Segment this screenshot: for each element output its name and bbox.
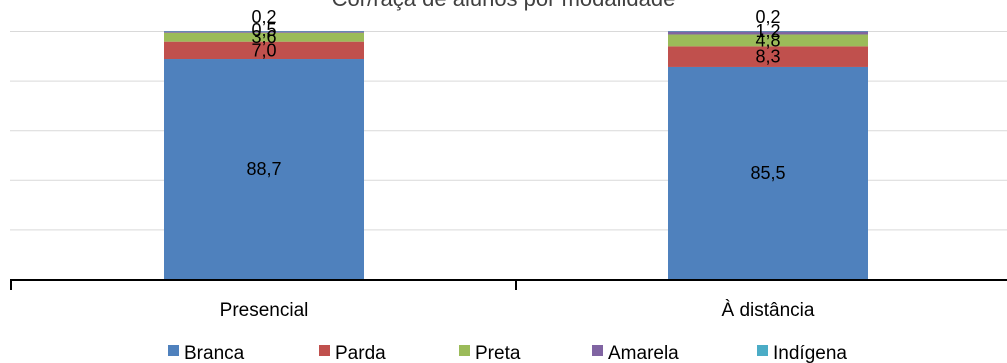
data-label-branca-presencial: 88,7 [246, 159, 281, 179]
legend-item-preta: Preta [459, 343, 521, 363]
x-tick-label-presencial: Presencial [220, 300, 309, 321]
data-label-parda-presencial: 7,0 [251, 40, 276, 60]
data-label-preta-a-distancia: 4,8 [755, 30, 780, 50]
legend-swatch-parda [319, 345, 330, 356]
x-axis: Presencial À distância [10, 279, 1007, 321]
bar-segment-preta-a-distancia [668, 34, 868, 47]
legend-label-parda: Parda [335, 343, 386, 363]
x-tick-label-a-distancia: À distância [722, 300, 815, 321]
legend-swatch-amarela [592, 345, 603, 356]
bar-segment-branca-a-distancia [668, 66, 868, 280]
bar-segments [164, 31, 868, 280]
legend-item-branca: Branca [168, 343, 245, 363]
data-label-preta-presencial: 3,6 [251, 27, 276, 47]
legend-item-amarela: Amarela [592, 343, 679, 363]
legend-label-preta: Preta [475, 343, 521, 363]
legend: Branca Parda Preta Amarela Indígena [168, 343, 847, 363]
bar-segment-indigena-presencial [164, 31, 364, 32]
bar-segment-indigena-a-distancia [668, 31, 868, 32]
bar-segment-amarela-presencial [164, 31, 364, 33]
chart-title: Cor/raça de alunos por modalidade [0, 0, 1007, 12]
legend-swatch-branca [168, 345, 179, 356]
data-label-indigena-presencial: 0,2 [251, 7, 276, 27]
legend-item-indigena: Indígena [757, 343, 847, 363]
legend-swatch-preta [459, 345, 470, 356]
legend-label-indigena: Indígena [773, 343, 847, 363]
legend-swatch-indigena [757, 345, 768, 356]
data-label-indigena-a-distancia: 0,2 [755, 7, 780, 27]
bar-segment-parda-presencial [164, 41, 364, 60]
legend-item-parda: Parda [319, 343, 386, 363]
bar-segment-branca-presencial [164, 59, 364, 279]
data-label-amarela-presencial: 0,5 [251, 20, 276, 40]
legend-label-amarela: Amarela [608, 343, 679, 363]
bar-segment-parda-a-distancia [668, 46, 868, 67]
legend-label-branca: Branca [184, 343, 245, 363]
data-label-parda-a-distancia: 8,3 [755, 47, 780, 67]
data-label-amarela-a-distancia: 1,2 [755, 21, 780, 41]
bar-segment-preta-presencial [164, 32, 364, 42]
bar-segment-amarela-a-distancia [668, 31, 868, 35]
data-labels: 88,77,03,60,50,285,58,34,81,20,2 [246, 7, 785, 183]
data-label-branca-a-distancia: 85,5 [750, 163, 785, 183]
